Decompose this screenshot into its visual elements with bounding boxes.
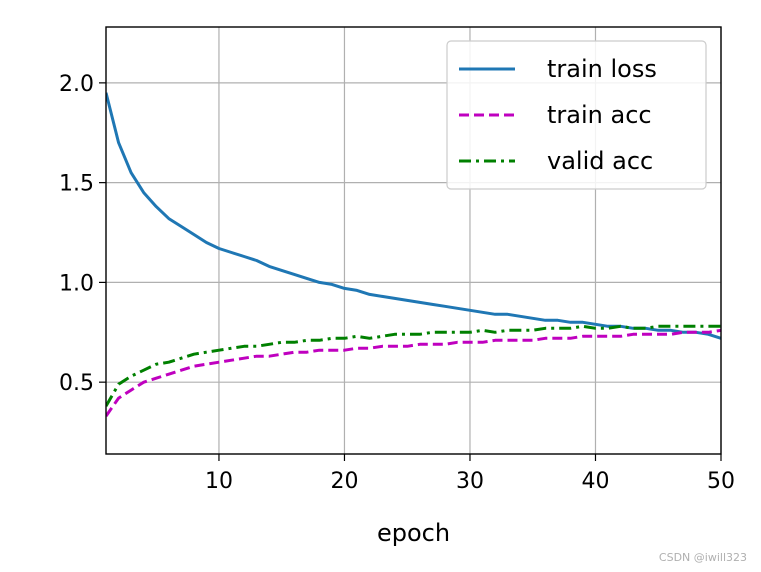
- series-line-valid-acc: [106, 324, 721, 407]
- series-line-train-acc: [106, 328, 721, 417]
- y-tick-label: 0.5: [59, 371, 94, 396]
- y-tick-label: 1.0: [59, 271, 94, 296]
- x-axis-label: epoch: [377, 519, 450, 547]
- legend-box: [446, 40, 707, 190]
- x-tick-label: 30: [456, 469, 484, 494]
- legend-label: train loss: [547, 55, 657, 83]
- y-tick-label: 2.0: [59, 72, 94, 97]
- x-tick-label: 10: [205, 469, 233, 494]
- y-tick-label: 1.5: [59, 172, 94, 197]
- legend-label: train acc: [547, 101, 652, 129]
- plot-frame: [105, 26, 722, 455]
- x-tick-label: 50: [707, 469, 735, 494]
- x-tick-label: 40: [581, 469, 609, 494]
- legend-label: valid acc: [547, 147, 653, 175]
- x-tick-label: 20: [330, 469, 358, 494]
- watermark: CSDN @iwill323: [658, 551, 747, 564]
- ticks: 10 20 30 40 50 0.5 1.0 1.5 2.0: [59, 72, 735, 494]
- legend: train loss train acc valid acc: [446, 40, 707, 190]
- series-layer: [106, 92, 721, 417]
